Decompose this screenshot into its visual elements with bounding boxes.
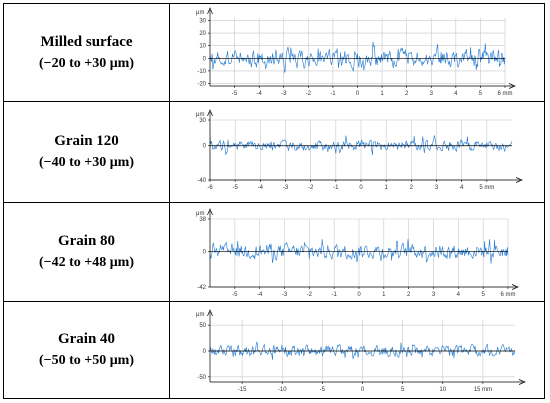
y-axis-arrow bbox=[207, 109, 213, 117]
x-axis-arrow bbox=[511, 284, 519, 290]
profile-chart-svg: μm -40 0 30 -6 -5 -4 -3 -2 -1 0 1 2 3 4 5 mm bbox=[196, 109, 523, 191]
y-axis-unit-label: μm bbox=[196, 112, 204, 118]
y-tick-label: 50 bbox=[199, 323, 206, 329]
y-tick-label: -50 bbox=[197, 375, 206, 381]
y-axis-unit-label: μm bbox=[196, 211, 204, 217]
x-tick-label: 0 bbox=[361, 387, 365, 393]
x-tick-label: 4 bbox=[460, 185, 464, 191]
x-tick-label: 15 mm bbox=[474, 387, 492, 393]
row-range: (−20 to +30 μm) bbox=[38, 55, 135, 71]
x-tick-label: -2 bbox=[307, 292, 313, 298]
profile-trace-line bbox=[209, 239, 509, 264]
y-tick-label: -40 bbox=[197, 178, 206, 184]
x-tick-label: -1 bbox=[333, 185, 339, 191]
table-row: Grain 80 (−42 to +48 μm) μm -42 0 38 -5 -4 -3 -… bbox=[4, 203, 544, 302]
x-tick-label: -10 bbox=[278, 387, 287, 393]
x-tick-label: -4 bbox=[258, 185, 264, 191]
y-tick-label: 0 bbox=[203, 144, 207, 150]
y-axis-arrow bbox=[207, 7, 213, 15]
x-tick-label: -4 bbox=[256, 91, 262, 97]
y-axis-arrow bbox=[207, 208, 213, 216]
x-tick-label: 3 bbox=[430, 91, 434, 97]
profile-trace-line bbox=[209, 341, 516, 360]
profile-chart-svg: μm -42 0 38 -5 -4 -3 -2 -1 0 1 2 3 4 5 6 mm bbox=[196, 208, 519, 298]
row-title: Milled surface bbox=[40, 33, 133, 50]
table-row: Milled surface (−20 to +30 μm) μm -20 -10 0… bbox=[4, 4, 544, 102]
x-tick-label: -5 bbox=[320, 387, 326, 393]
x-tick-label: -5 bbox=[232, 292, 238, 298]
x-tick-label: -1 bbox=[330, 91, 336, 97]
row-title: Grain 80 bbox=[57, 233, 116, 249]
x-tick-label: -2 bbox=[308, 185, 314, 191]
y-tick-label: 30 bbox=[199, 19, 206, 25]
profile-chart-milled: μm -20 -10 0 10 20 30 -5 -4 -3 -2 -1 0 1 2 3 4 5 6 mm bbox=[170, 4, 544, 101]
profile-trace-line bbox=[209, 41, 506, 73]
x-tick-label: -3 bbox=[283, 185, 289, 191]
x-tick-label: 4 bbox=[454, 91, 458, 97]
profile-chart-grain-40: μm -50 0 50 -15 -10 -5 0 5 10 15 mm bbox=[170, 302, 544, 398]
x-tick-label: 5 bbox=[479, 91, 483, 97]
row-label-cell: Grain 120 (−40 to +30 μm) bbox=[4, 102, 170, 202]
row-title: Grain 40 bbox=[57, 331, 116, 347]
row-range: (−50 to +50 μm) bbox=[38, 353, 135, 368]
x-axis-arrow bbox=[518, 379, 526, 385]
x-axis-arrow bbox=[508, 83, 516, 89]
y-tick-label: -42 bbox=[197, 285, 206, 291]
x-tick-label: 2 bbox=[407, 292, 411, 298]
profile-chart-grain-120: μm -40 0 30 -6 -5 -4 -3 -2 -1 0 1 2 3 4 5 mm bbox=[170, 102, 544, 202]
row-label-cell: Milled surface (−20 to +30 μm) bbox=[4, 4, 170, 101]
x-tick-label: 2 bbox=[410, 185, 414, 191]
x-tick-label: -3 bbox=[281, 91, 287, 97]
x-tick-label: -4 bbox=[257, 292, 263, 298]
x-tick-label: 3 bbox=[432, 292, 436, 298]
x-tick-label: -3 bbox=[282, 292, 288, 298]
x-tick-label: -2 bbox=[306, 91, 312, 97]
row-range: (−40 to +30 μm) bbox=[38, 155, 135, 170]
x-tick-label: 1 bbox=[384, 185, 388, 191]
x-tick-label: 0 bbox=[357, 292, 361, 298]
y-tick-label: -10 bbox=[197, 69, 206, 75]
y-tick-label: 30 bbox=[199, 118, 206, 124]
y-tick-label: 0 bbox=[203, 56, 207, 62]
x-tick-label: -5 bbox=[232, 91, 238, 97]
x-tick-label: -1 bbox=[331, 292, 337, 298]
y-tick-label: 0 bbox=[203, 349, 207, 355]
y-tick-label: 10 bbox=[199, 44, 206, 50]
row-label-cell: Grain 40 (−50 to +50 μm) bbox=[4, 302, 170, 398]
x-tick-label: 0 bbox=[359, 185, 363, 191]
x-tick-label: 0 bbox=[356, 91, 360, 97]
x-tick-label: 6 mm bbox=[501, 292, 516, 298]
x-tick-label: 4 bbox=[457, 292, 461, 298]
x-tick-label: 1 bbox=[380, 91, 384, 97]
y-tick-label: 38 bbox=[199, 217, 206, 223]
table-row: Grain 40 (−50 to +50 μm) μm -50 0 50 -15 -10-… bbox=[4, 302, 544, 398]
x-tick-label: 1 bbox=[382, 292, 386, 298]
x-tick-label: -15 bbox=[238, 387, 247, 393]
x-tick-label: 6 mm bbox=[498, 91, 513, 97]
x-tick-label: 3 bbox=[435, 185, 439, 191]
y-axis-unit-label: μm bbox=[196, 312, 204, 318]
x-tick-label: 5 bbox=[401, 387, 405, 393]
row-label-cell: Grain 80 (−42 to +48 μm) bbox=[4, 203, 170, 301]
comparison-table: Milled surface (−20 to +30 μm) μm -20 -10 0… bbox=[3, 3, 545, 399]
y-tick-label: -20 bbox=[197, 81, 206, 87]
y-axis-unit-label: μm bbox=[196, 10, 204, 16]
profile-chart-grain-80: μm -42 0 38 -5 -4 -3 -2 -1 0 1 2 3 4 5 6 mm bbox=[170, 203, 544, 301]
x-tick-label: 5 mm bbox=[479, 185, 494, 191]
x-tick-label: 2 bbox=[405, 91, 409, 97]
x-tick-label: -6 bbox=[207, 185, 213, 191]
y-tick-label: 20 bbox=[199, 31, 206, 37]
row-title: Grain 120 bbox=[54, 133, 119, 149]
x-tick-label: -5 bbox=[232, 185, 238, 191]
x-axis-arrow bbox=[515, 177, 523, 183]
row-range: (−42 to +48 μm) bbox=[38, 255, 135, 270]
y-tick-label: 0 bbox=[203, 249, 207, 255]
y-axis-arrow bbox=[207, 309, 213, 317]
x-tick-label: 10 bbox=[439, 387, 446, 393]
x-tick-label: 5 bbox=[481, 292, 485, 298]
table-row: Grain 120 (−40 to +30 μm) μm -40 0 30 -6 -5 -4… bbox=[4, 102, 544, 203]
